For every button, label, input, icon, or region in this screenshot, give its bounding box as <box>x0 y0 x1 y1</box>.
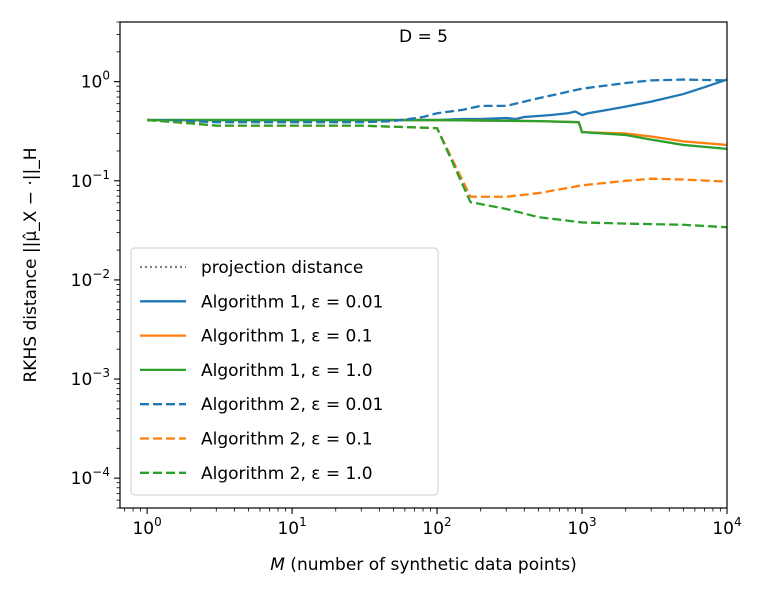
legend-box <box>130 247 439 496</box>
series-line-6 <box>147 118 728 229</box>
legend-label: Algorithm 2, ε = 1.0 <box>201 464 373 484</box>
series-line-4 <box>147 78 728 124</box>
axes-frame <box>119 21 728 509</box>
series-layer <box>147 78 728 229</box>
x-tick-label: 102 <box>422 515 451 539</box>
legend-label: Algorithm 2, ε = 0.01 <box>201 395 383 415</box>
chart-title: D = 5 <box>399 27 448 47</box>
y-tick-label: 10−1 <box>71 168 110 192</box>
legend: projection distance Algorithm 1, ε = 0.01… <box>130 247 439 496</box>
legend-label: Algorithm 1, ε = 0.01 <box>201 292 383 312</box>
x-tick-label: 104 <box>712 515 741 539</box>
axes-layer <box>119 21 728 509</box>
legend-label: Algorithm 1, ε = 1.0 <box>201 361 373 381</box>
legend-label: Algorithm 2, ε = 0.1 <box>201 430 373 450</box>
series-line-3 <box>147 118 728 151</box>
y-tick-label: 10−3 <box>71 366 110 390</box>
legend-label: projection distance <box>201 258 363 278</box>
x-tick-label: 100 <box>132 515 161 539</box>
legend-label: Algorithm 1, ε = 0.1 <box>201 327 373 347</box>
x-tick-label: 101 <box>277 515 306 539</box>
y-axis-label: RKHS distance ||μ̂_X − ·||_H <box>21 148 41 383</box>
y-tick-label: 10−4 <box>71 465 110 489</box>
y-tick-label: 10−2 <box>71 267 110 291</box>
series-line-5 <box>147 118 728 198</box>
ticks-layer: 100 101 102 103 104 10−4 10−3 10−2 10−1 100 <box>71 21 742 539</box>
y-tick-label: 100 <box>81 69 110 93</box>
x-tick-label: 103 <box>567 515 596 539</box>
x-axis-label: M (number of synthetic data points) <box>270 555 577 575</box>
series-line-2 <box>147 118 728 147</box>
